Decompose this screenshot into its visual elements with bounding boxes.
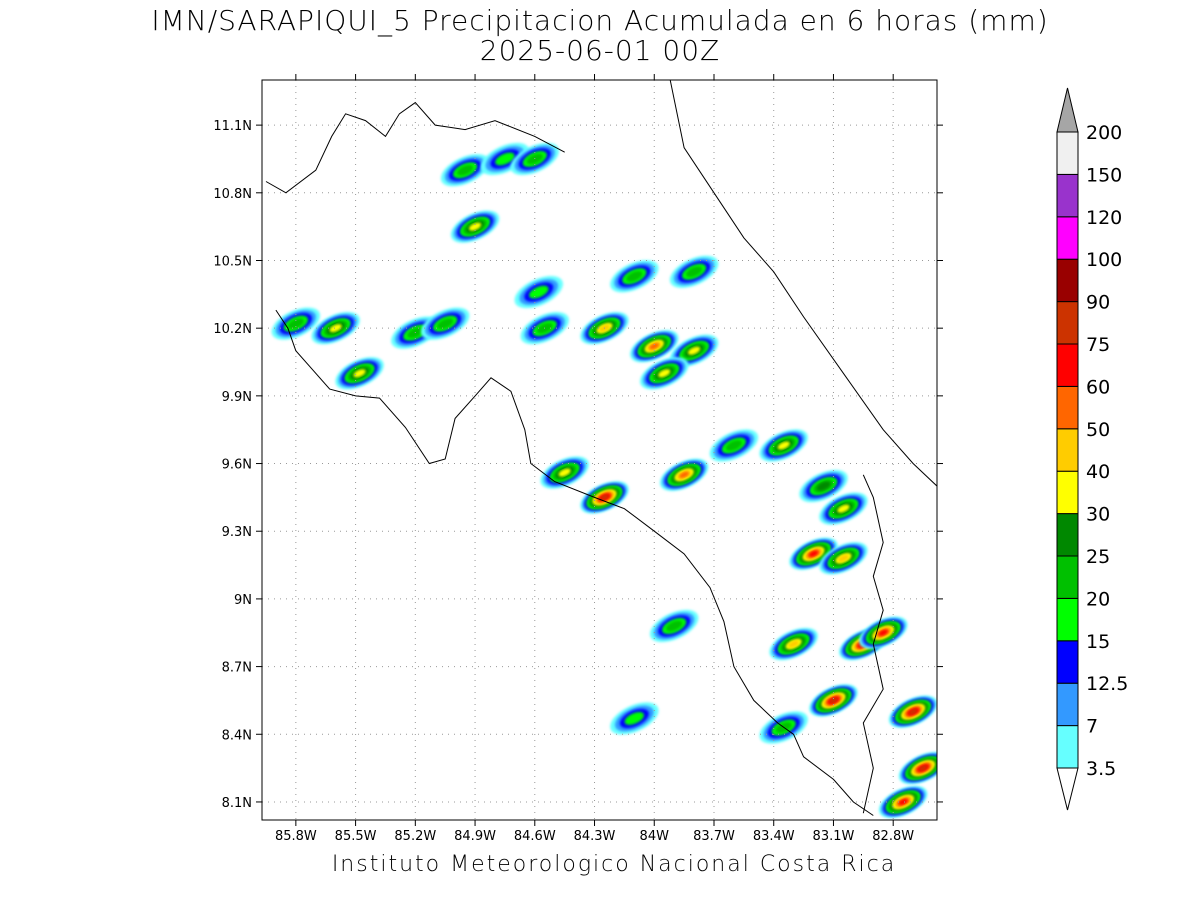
x-tick-label: 84.9W <box>454 829 496 844</box>
precip-cell-7-level-3 <box>495 152 515 166</box>
x-tick-label: 84W <box>640 829 670 844</box>
footer-credit: Instituto Meteorologico Nacional Costa R… <box>331 852 897 877</box>
map-title: IMN/SARAPIQUI_5 Precipitacion Acumulada … <box>151 4 1049 37</box>
colorbar-label: 90 <box>1086 292 1110 314</box>
colorbar-label: 30 <box>1086 504 1110 526</box>
caribbean-coastline <box>669 80 937 487</box>
colorbar-box-25 <box>1056 513 1079 557</box>
precip-cell-33-level-4 <box>666 620 683 632</box>
x-tick-label: 83.4W <box>753 829 795 844</box>
x-tick-label: 83.1W <box>813 829 855 844</box>
colorbar-label: 3.5 <box>1086 758 1116 780</box>
precip-cell-9-level-3 <box>529 285 549 299</box>
colorbar-label: 20 <box>1086 588 1110 610</box>
precip-cell-18-level-10 <box>600 494 609 501</box>
precip-cell-29-level-10 <box>919 765 928 771</box>
precip-cell-13-level-6 <box>688 346 701 355</box>
colorbar-label: 50 <box>1086 419 1110 441</box>
x-tick-label: 85.8W <box>275 829 317 844</box>
colorbar-box-30 <box>1056 470 1079 515</box>
colorbar-box-100 <box>1056 216 1079 260</box>
precip-cell-6-level-4 <box>457 164 474 176</box>
precip-cell-1-level-6 <box>329 324 342 333</box>
x-tick-label: 83.7W <box>693 829 735 844</box>
colorbar-box-60 <box>1056 343 1079 387</box>
colorbar-box-40 <box>1056 428 1079 472</box>
precip-cell-2-level-6 <box>353 369 366 378</box>
colorbar-label: 120 <box>1086 207 1122 229</box>
colorbar-label: 12.5 <box>1086 673 1128 695</box>
colorbar-label: 7 <box>1086 716 1098 738</box>
x-tick-label: 85.5W <box>335 829 377 844</box>
x-tick-label: 84.6W <box>514 829 556 844</box>
precip-cell-14-level-6 <box>658 369 671 378</box>
colorbar-box-75 <box>1056 301 1079 345</box>
precip-cell-28-level-10 <box>909 709 918 715</box>
y-tick-label: 10.5N <box>213 254 252 269</box>
colorbar-label: 150 <box>1086 164 1122 186</box>
y-tick-label: 9.3N <box>222 525 252 540</box>
colorbar-top-arrow <box>1056 87 1079 133</box>
precip-cell-24-level-9 <box>809 550 818 557</box>
precip-cell-34-level-3 <box>624 712 645 725</box>
precip-cell-0-level-4 <box>287 318 304 330</box>
precip-field <box>271 142 937 819</box>
precip-cell-20-level-4 <box>725 440 742 451</box>
colorbar-label: 40 <box>1086 461 1110 483</box>
precip-cell-12-level-8 <box>649 342 660 350</box>
colorbar-label: 200 <box>1086 122 1122 144</box>
precip-cell-31-level-10 <box>829 697 838 704</box>
colorbar-box-90 <box>1056 258 1079 303</box>
precip-cell-23-level-6 <box>837 504 850 513</box>
y-tick-label: 9N <box>234 593 252 608</box>
precip-cell-19-level-8 <box>679 471 689 479</box>
precip-cell-15-level-4 <box>626 270 643 282</box>
colorbar-box-150 <box>1056 131 1079 175</box>
precip-cell-32-level-7 <box>788 640 800 648</box>
y-tick-label: 10.2N <box>213 322 252 337</box>
y-tick-label: 9.6N <box>222 458 252 473</box>
y-tick-label: 9.9N <box>222 390 252 405</box>
y-tick-label: 11.1N <box>213 119 252 134</box>
colorbar-label: 25 <box>1086 546 1110 568</box>
precip-cell-16-level-4 <box>686 266 703 278</box>
colorbar-box-20 <box>1056 555 1079 599</box>
y-tick-label: 8.1N <box>222 796 252 811</box>
x-tick-label: 82.8W <box>872 829 914 844</box>
map-frame <box>261 79 938 821</box>
colorbar-box-3.5 <box>1056 725 1079 769</box>
precip-cell-25-level-7 <box>838 554 849 562</box>
colorbar-box-50 <box>1056 385 1079 430</box>
x-tick-label: 84.3W <box>574 829 616 844</box>
y-tick-label: 10.8N <box>213 187 252 202</box>
colorbar-label: 100 <box>1086 249 1122 271</box>
colorbar-bottom-arrow <box>1056 767 1079 811</box>
pacific-coastline <box>275 309 874 816</box>
colorbar-label: 60 <box>1086 376 1110 398</box>
x-tick-label: 85.2W <box>394 829 436 844</box>
precip-cell-27-level-9 <box>878 629 888 636</box>
colorbar-box-120 <box>1056 173 1079 218</box>
colorbar-label: 75 <box>1086 334 1110 356</box>
precip-cell-22-level-5 <box>816 481 831 491</box>
colorbar-box-15 <box>1056 597 1079 642</box>
y-tick-label: 8.4N <box>222 728 252 743</box>
precip-cell-5-level-6 <box>469 222 482 231</box>
colorbar-label: 15 <box>1086 631 1110 653</box>
y-tick-label: 8.7N <box>222 661 252 676</box>
colorbar-box-12.5 <box>1056 640 1079 684</box>
precip-cell-30-level-9 <box>898 799 908 805</box>
northern-border-line <box>265 101 565 194</box>
colorbar-box-7 <box>1056 682 1079 727</box>
precip-cell-21-level-6 <box>777 441 790 450</box>
map-datetime: 2025-06-01 00Z <box>479 34 721 67</box>
precip-cell-4-level-4 <box>437 318 454 330</box>
panama-border-line <box>862 474 884 814</box>
precip-cell-17-level-6 <box>558 468 571 477</box>
